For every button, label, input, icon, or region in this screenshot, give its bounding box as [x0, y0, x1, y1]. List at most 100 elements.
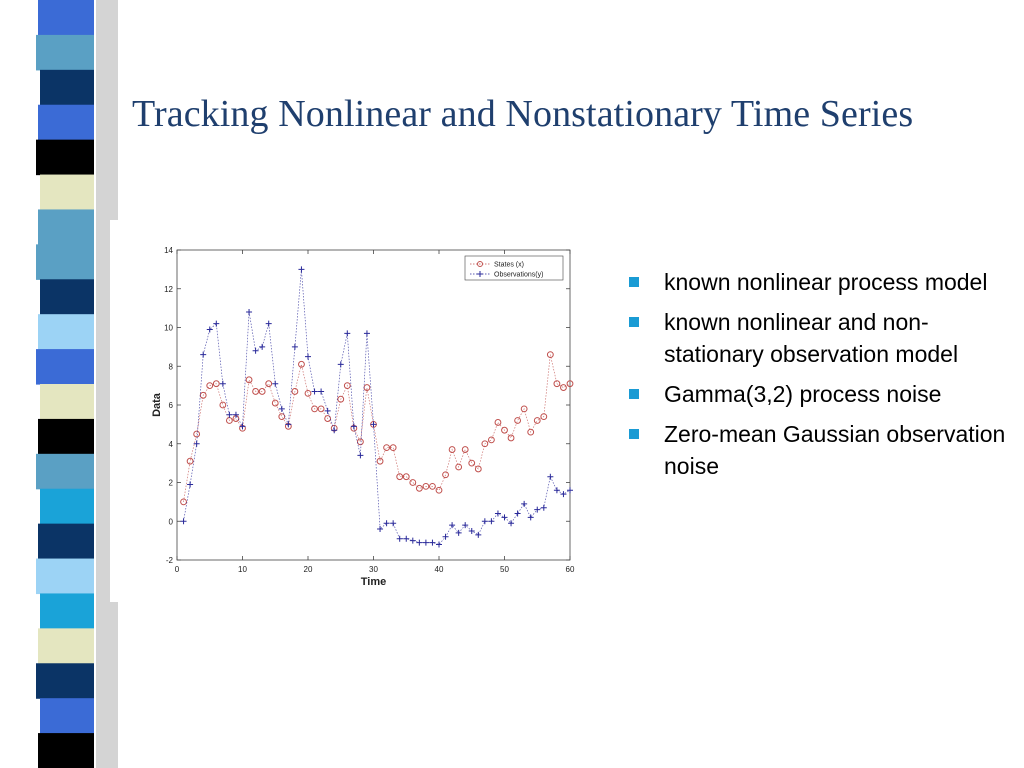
decorative-color-stripe — [36, 0, 118, 768]
stripe-block — [38, 0, 94, 36]
legend-box — [464, 255, 564, 281]
state-point — [468, 459, 476, 467]
state-point — [376, 457, 384, 465]
state-point — [546, 351, 554, 359]
observation-point — [357, 452, 364, 459]
legend-label: States (x) — [494, 262, 524, 269]
state-point — [186, 457, 194, 465]
bullet-text: Gamma(3,2) process noise — [664, 381, 942, 407]
observation-point — [298, 266, 305, 273]
observation-point — [455, 529, 462, 536]
observation-point — [259, 343, 266, 350]
observation-point — [213, 320, 220, 327]
stripe-block — [40, 384, 94, 420]
x-tick-label: 60 — [566, 565, 575, 574]
observation-point — [278, 405, 285, 412]
stripe-block — [36, 453, 94, 490]
x-tick-label: 20 — [304, 565, 313, 574]
observation-point — [416, 539, 423, 546]
observation-point — [527, 514, 534, 521]
x-tick-label: 50 — [500, 565, 509, 574]
observation-point — [567, 487, 573, 494]
bullet-item: Zero-mean Gaussian observation noise — [624, 418, 1014, 482]
observation-point — [285, 421, 292, 428]
observation-point — [206, 326, 213, 333]
observation-point — [337, 361, 344, 368]
state-point — [501, 426, 508, 434]
state-point — [337, 395, 345, 403]
state-point — [435, 486, 443, 494]
state-point — [206, 382, 214, 390]
state-point — [193, 430, 201, 438]
observation-point — [429, 539, 436, 546]
stripe-block — [36, 139, 94, 176]
observation-point — [344, 330, 351, 337]
observation-point — [560, 491, 567, 498]
state-point — [180, 498, 187, 506]
state-point — [422, 482, 430, 490]
stripe-block — [38, 418, 94, 455]
state-point — [560, 384, 567, 391]
observation-point — [409, 537, 416, 544]
observation-point — [390, 520, 397, 527]
observation-point — [534, 506, 541, 513]
y-tick-label: 10 — [164, 324, 173, 333]
bullet-item: known nonlinear process model — [624, 266, 1014, 298]
bullet-item: Gamma(3,2) process noise — [624, 378, 1014, 410]
state-point — [553, 380, 561, 388]
stripe-block — [36, 244, 94, 280]
observation-point — [501, 514, 508, 521]
x-axis-label: Time — [361, 576, 386, 588]
square-bullet-icon — [629, 317, 639, 327]
observation-point — [226, 411, 233, 418]
stripe-block — [38, 733, 94, 768]
observation-point — [350, 423, 357, 430]
y-tick-label: 4 — [169, 440, 174, 449]
bullet-list: known nonlinear process model known nonl… — [624, 266, 1014, 490]
state-point — [527, 428, 535, 436]
observation-point — [193, 440, 200, 447]
state-point — [343, 382, 351, 390]
y-tick-label: 12 — [164, 285, 173, 294]
state-point — [219, 401, 227, 409]
state-point — [442, 471, 449, 479]
y-tick-label: 14 — [164, 246, 173, 255]
scatter-chart: 0 10 20 30 40 50 60-202468101214TimeDataStates… — [110, 220, 590, 602]
observation-point — [540, 504, 547, 511]
y-axis-label: Data — [151, 392, 163, 417]
y-tick-label: 0 — [169, 517, 174, 526]
bullet-text: known nonlinear and non-stationary obser… — [664, 309, 959, 367]
plot-area — [176, 249, 571, 561]
bullet-item: known nonlinear and non-stationary obser… — [624, 306, 1014, 370]
x-tick-label: 30 — [369, 565, 378, 574]
observation-point — [436, 541, 442, 548]
state-point — [514, 417, 522, 424]
y-tick-label: 2 — [169, 479, 174, 488]
stripe-block — [36, 34, 94, 71]
state-point — [540, 413, 548, 421]
x-tick-label: 10 — [238, 565, 247, 574]
stripe-block — [36, 663, 94, 699]
observation-point — [468, 527, 475, 534]
square-bullet-icon — [629, 429, 639, 439]
legend-plus-icon — [477, 271, 483, 277]
observation-point — [363, 330, 370, 337]
state-point — [258, 388, 266, 395]
observation-point — [403, 535, 410, 542]
observation-point — [508, 520, 515, 527]
state-point — [409, 479, 417, 486]
state-point — [252, 388, 260, 395]
stripe-block — [40, 174, 94, 211]
observation-point — [272, 380, 279, 387]
observation-point — [252, 347, 259, 354]
observation-point — [318, 388, 325, 395]
observation-point — [521, 500, 528, 507]
stripe-block — [40, 593, 94, 629]
state-point — [520, 405, 528, 413]
observation-point — [422, 539, 429, 546]
observation-point — [291, 343, 298, 350]
observation-point — [475, 531, 482, 538]
observation-point — [187, 481, 194, 488]
stripe-block — [38, 314, 94, 350]
observation-point — [265, 320, 272, 327]
